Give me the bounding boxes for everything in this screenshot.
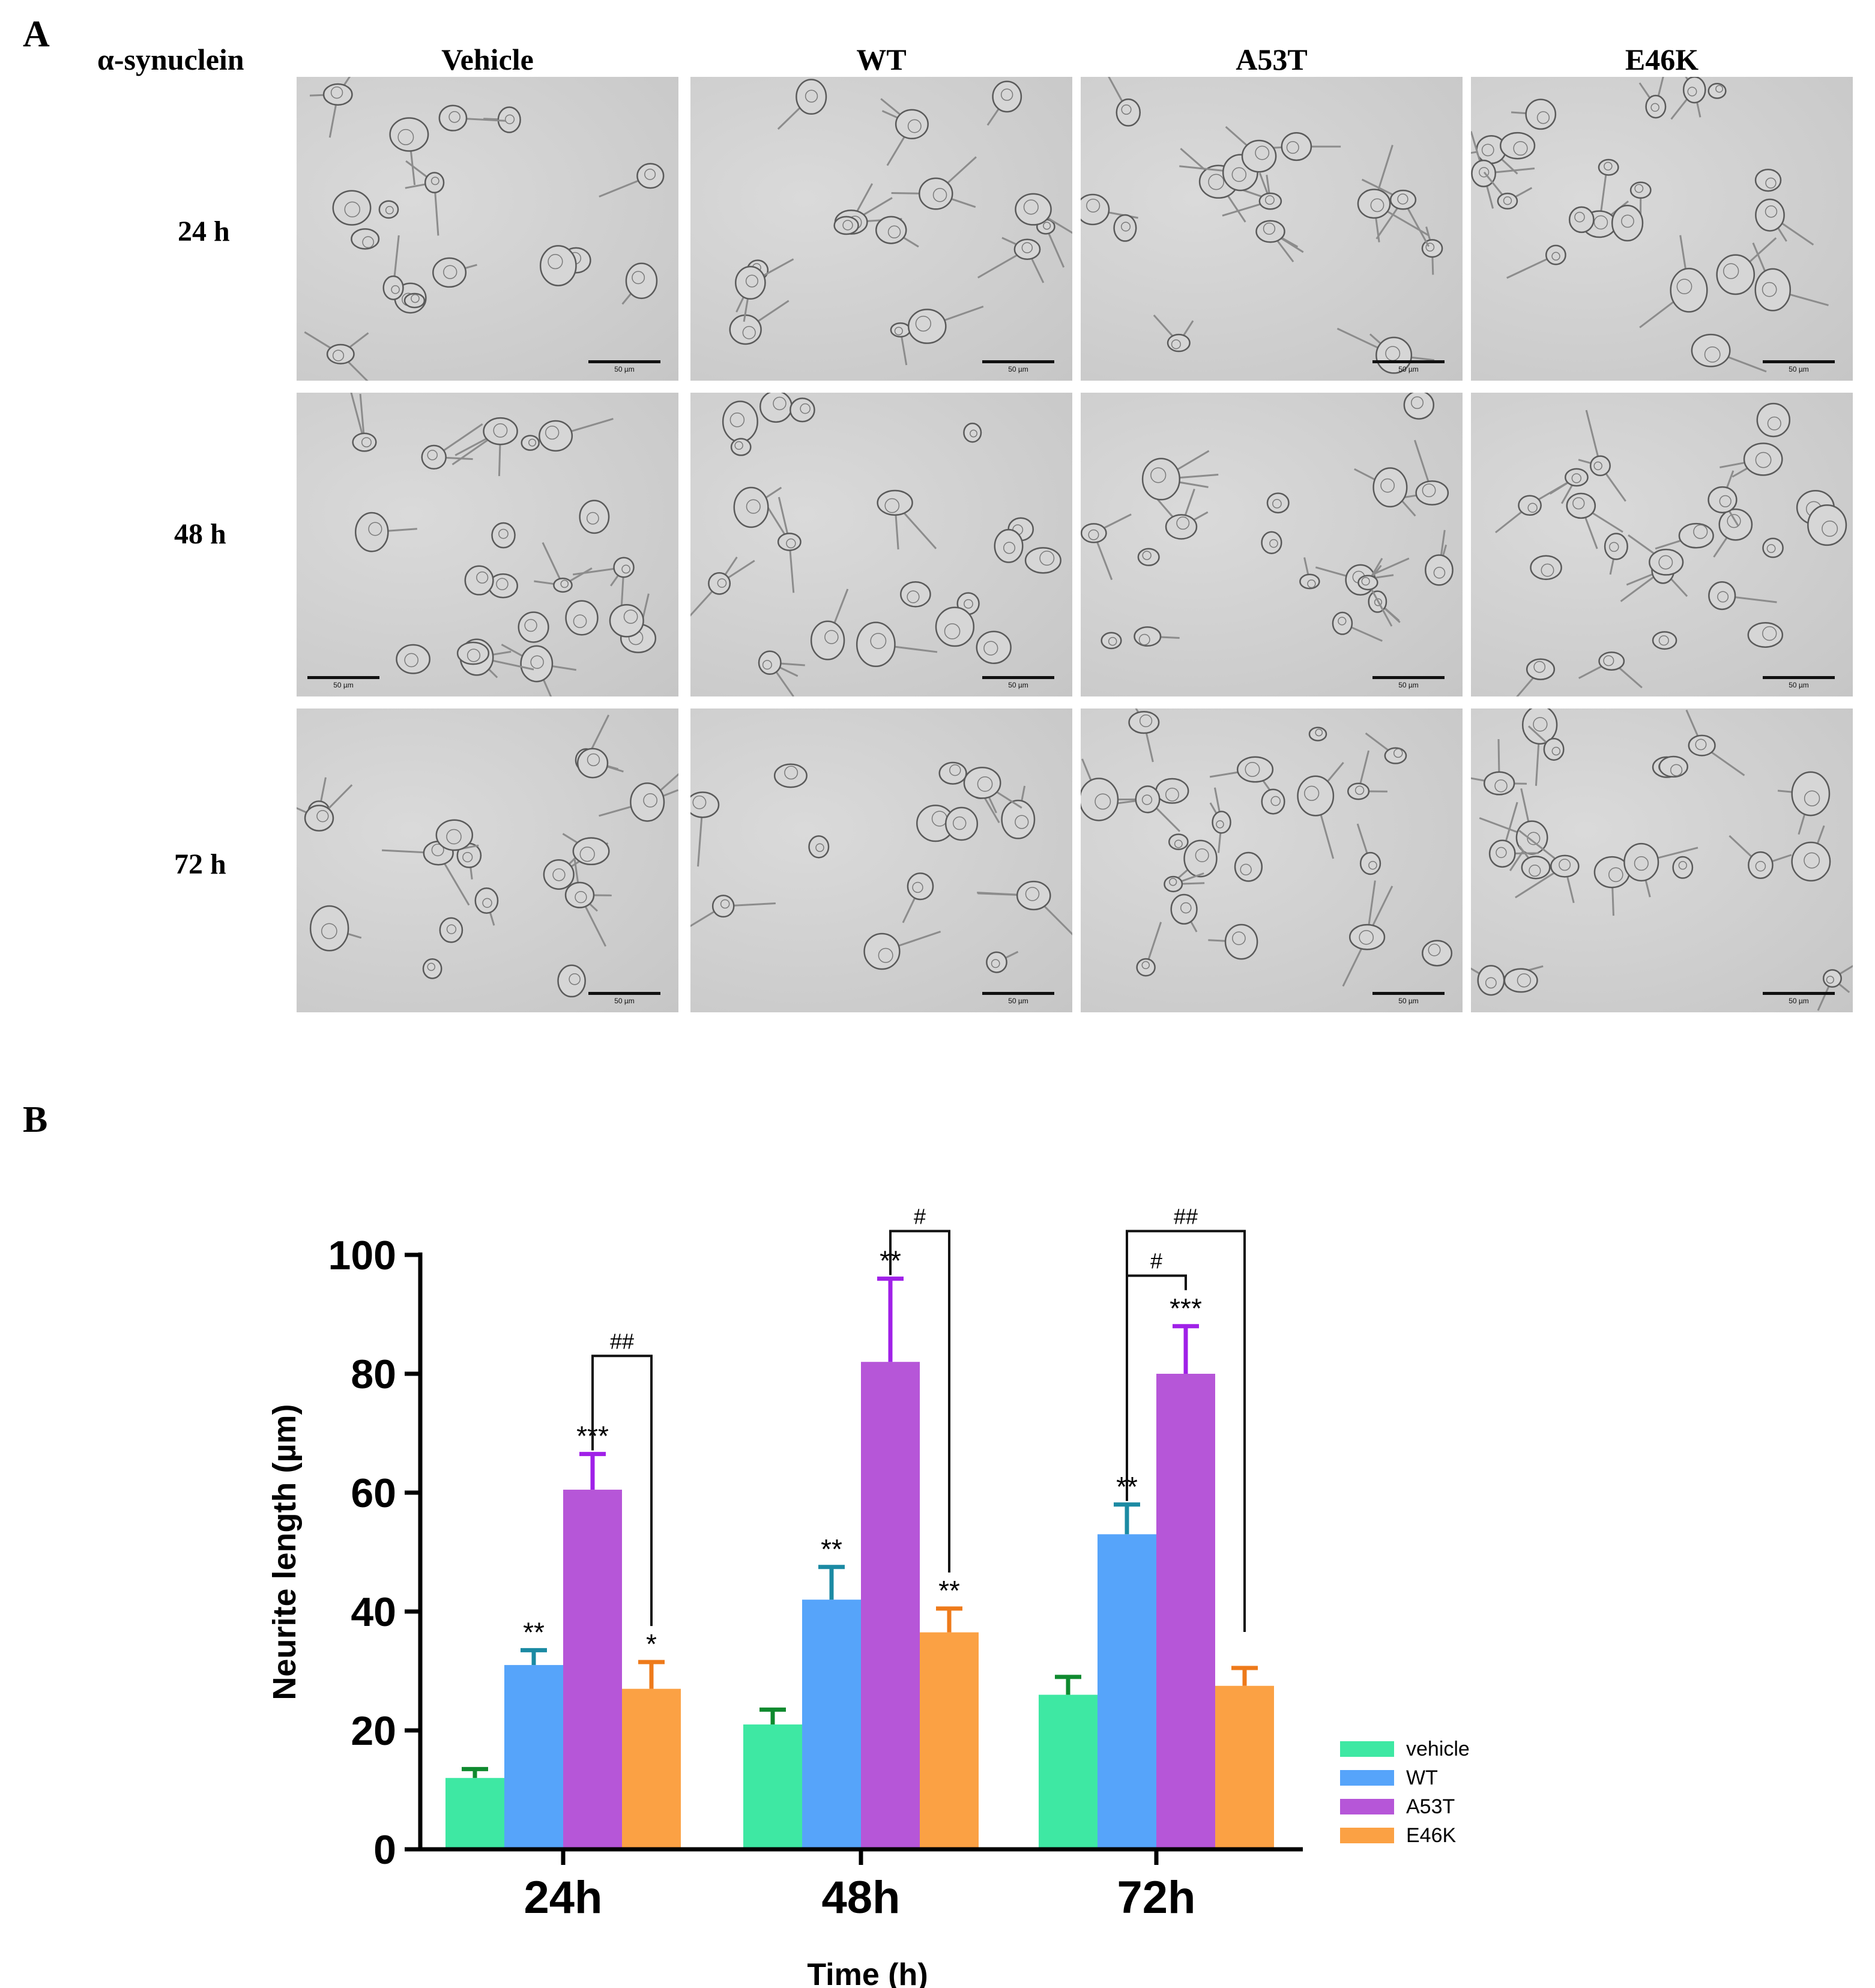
x-tick-label-72h: 72h: [1117, 1872, 1196, 1923]
row-label-72h: 72 h: [174, 848, 226, 880]
scale-bar: [1763, 992, 1835, 995]
scale-bar-label: 50 µm: [1008, 997, 1028, 1005]
y-tick-label-20: 20: [351, 1708, 396, 1754]
scale-bar: [982, 676, 1054, 679]
x-axis-title: Time (h): [807, 1957, 928, 1988]
row-label-header: α-synuclein: [97, 43, 244, 76]
micrograph-wt-48h: 50 µm: [690, 393, 1072, 696]
legend-label-WT: WT: [1406, 1766, 1438, 1789]
scale-bar-label: 50 µm: [1789, 681, 1809, 689]
micrograph-wt-24h: 50 µm: [690, 77, 1072, 381]
scale-bar: [982, 360, 1054, 363]
scale-bar-label: 50 µm: [1789, 997, 1809, 1005]
bar-WT-48h: [802, 1600, 861, 1849]
x-tick-label-24h: 24h: [524, 1872, 603, 1923]
bar-E46K-48h: [920, 1632, 979, 1849]
micrograph-a53t-24h: 50 µm: [1081, 77, 1463, 381]
bracket-label-2: #: [1150, 1249, 1162, 1273]
y-axis-title: Neurite length (µm): [267, 1404, 303, 1700]
significance-mark: ***: [1170, 1293, 1202, 1324]
row-label-24h: 24 h: [178, 216, 230, 247]
column-label-wt: WT: [856, 43, 907, 76]
bar-WT-24h: [504, 1665, 563, 1849]
legend-label-vehicle: vehicle: [1406, 1738, 1470, 1760]
scale-bar-label: 50 µm: [614, 997, 635, 1005]
micrograph-vehicle-48h: 50 µm: [297, 393, 678, 696]
bar-E46K-24h: [622, 1688, 681, 1849]
scale-bar: [588, 992, 660, 995]
bar-WT-72h: [1098, 1534, 1156, 1849]
bar-E46K-72h: [1215, 1685, 1274, 1849]
scale-bar: [1763, 676, 1835, 679]
micrograph-vehicle-24h: 50 µm: [297, 77, 678, 381]
significance-bracket-3: [1126, 1230, 1246, 1633]
micrograph-e46k-72h: 50 µm: [1471, 708, 1853, 1012]
scale-bar-label: 50 µm: [1398, 997, 1419, 1005]
column-label-a53t: A53T: [1236, 43, 1308, 76]
scale-bar: [307, 676, 379, 679]
legend-swatch-E46K: [1340, 1828, 1394, 1843]
scale-bar-label: 50 µm: [1398, 681, 1419, 689]
scale-bar-label: 50 µm: [1008, 681, 1028, 689]
bar-A53T-72h: [1156, 1374, 1215, 1849]
bracket-label-3: ##: [1174, 1204, 1198, 1228]
significance-mark: **: [523, 1616, 545, 1648]
micrograph-a53t-48h: 50 µm: [1081, 393, 1463, 696]
scale-bar-label: 50 µm: [614, 365, 635, 373]
x-tick-label-48h: 48h: [822, 1872, 901, 1923]
legend-swatch-WT: [1340, 1770, 1394, 1786]
significance-bracket-1: [889, 1230, 950, 1573]
scale-bar: [588, 360, 660, 363]
scale-bar: [1372, 992, 1445, 995]
legend-label-E46K: E46K: [1406, 1824, 1456, 1847]
bracket-label-1: #: [914, 1204, 926, 1228]
bar-vehicle-48h: [743, 1724, 802, 1849]
row-label-48h: 48 h: [174, 518, 226, 550]
micrograph-vehicle-72h: 50 µm: [297, 708, 678, 1012]
y-tick-label-100: 100: [328, 1233, 396, 1278]
scale-bar: [982, 992, 1054, 995]
legend-swatch-A53T: [1340, 1799, 1394, 1814]
scale-bar: [1372, 676, 1445, 679]
micrograph-e46k-48h: 50 µm: [1471, 393, 1853, 696]
bar-vehicle-24h: [445, 1778, 504, 1849]
significance-mark: **: [821, 1533, 842, 1565]
legend-swatch-vehicle: [1340, 1741, 1394, 1757]
micrograph-a53t-72h: 50 µm: [1081, 708, 1463, 1012]
significance-mark: **: [938, 1575, 960, 1606]
significance-bracket-0: [591, 1355, 653, 1627]
micrograph-wt-72h: 50 µm: [690, 708, 1072, 1012]
scale-bar: [1763, 360, 1835, 363]
scale-bar-label: 50 µm: [1008, 365, 1028, 373]
legend-label-A53T: A53T: [1406, 1795, 1455, 1818]
scale-bar-label: 50 µm: [1789, 365, 1809, 373]
panel-letter-a: A: [23, 14, 50, 55]
scale-bar-label: 50 µm: [333, 681, 354, 689]
bar-A53T-24h: [563, 1490, 622, 1849]
scale-bar: [1372, 360, 1445, 363]
bar-vehicle-72h: [1039, 1694, 1098, 1849]
y-tick-label-60: 60: [351, 1470, 396, 1516]
y-tick-label-40: 40: [351, 1589, 396, 1635]
significance-mark: *: [646, 1628, 657, 1660]
panel-letter-b: B: [23, 1099, 48, 1140]
bar-A53T-48h: [861, 1362, 920, 1849]
y-tick-label-80: 80: [351, 1352, 396, 1397]
column-label-vehicle: Vehicle: [441, 43, 534, 76]
bracket-label-0: ##: [610, 1329, 634, 1353]
column-label-e46k: E46K: [1625, 43, 1699, 76]
y-tick-label-0: 0: [373, 1827, 396, 1873]
micrograph-e46k-24h: 50 µm: [1471, 77, 1853, 381]
scale-bar-label: 50 µm: [1398, 365, 1419, 373]
